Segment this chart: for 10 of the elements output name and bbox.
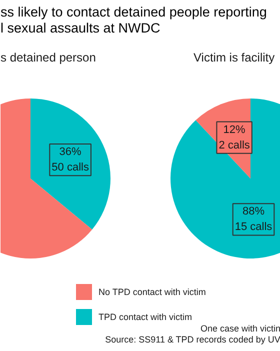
data-label: 12% 2 calls	[218, 124, 250, 152]
source-note: Source: SS911 & TPD records coded by UV	[105, 334, 280, 344]
data-label: 88% 15 calls	[234, 206, 273, 234]
chart-subtitle: s detained person	[0, 50, 96, 64]
chart-title: ss likely to contact detained people reporting l sexual assaults at NWDC	[0, 4, 267, 36]
legend-label: TPD contact with victim	[98, 312, 192, 322]
text: One case with victin	[200, 324, 280, 334]
data-label: 36% 50 calls	[52, 146, 90, 174]
legend-label: No TPD contact with victim	[98, 287, 206, 297]
chart-subtitle: Victim is facility	[194, 50, 275, 64]
